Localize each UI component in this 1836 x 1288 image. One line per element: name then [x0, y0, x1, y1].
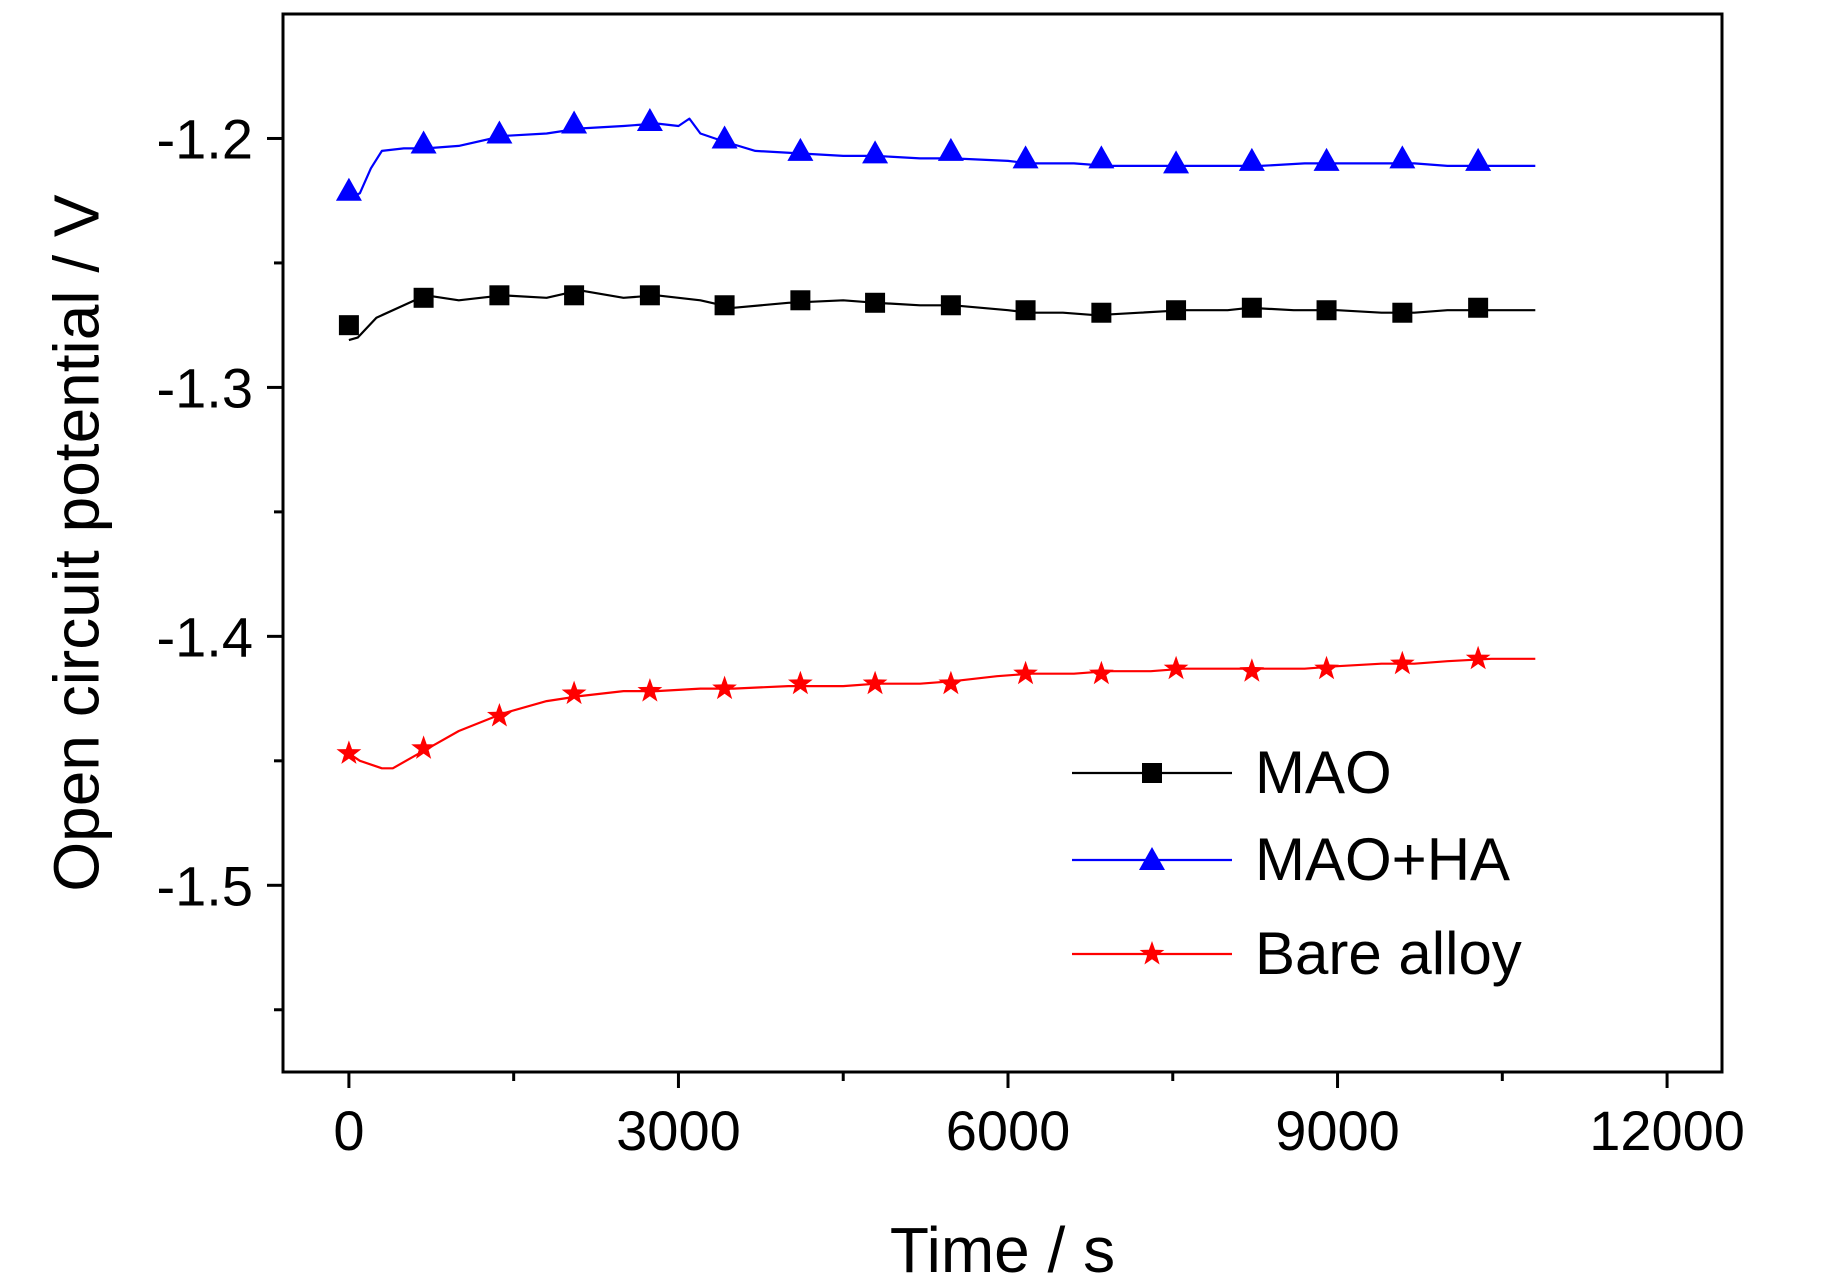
data-point — [1088, 145, 1115, 169]
data-point — [1013, 660, 1038, 685]
x-axis-title: Time / s — [890, 1214, 1115, 1286]
data-point — [1465, 147, 1492, 171]
data-point — [1241, 297, 1262, 318]
data-point — [1239, 658, 1265, 682]
y-tick-label: -1.5 — [157, 854, 254, 917]
data-point — [1015, 300, 1036, 321]
data-point — [1163, 150, 1190, 174]
plot-area — [335, 108, 1536, 770]
data-point — [862, 670, 888, 695]
legend: MAO MAO+HA Bare alloy — [1072, 739, 1522, 987]
data-point — [1091, 302, 1112, 323]
data-point — [711, 125, 738, 149]
legend-marker — [1139, 941, 1165, 965]
data-point — [410, 130, 437, 154]
data-point — [940, 295, 961, 316]
data-point — [413, 287, 434, 308]
data-point — [788, 670, 813, 695]
series-mao-ha — [335, 108, 1536, 201]
data-point — [1089, 660, 1114, 685]
data-point — [636, 108, 663, 132]
data-point — [1465, 645, 1491, 670]
data-point — [1238, 147, 1265, 171]
data-point — [1012, 145, 1039, 169]
data-point — [865, 292, 886, 313]
y-tick-label: -1.2 — [157, 107, 254, 170]
legend-item: MAO — [1072, 739, 1392, 806]
legend-label: MAO+HA — [1255, 826, 1510, 893]
data-point — [335, 177, 362, 201]
data-point — [489, 285, 510, 306]
data-point — [1390, 650, 1415, 675]
legend-marker — [1139, 847, 1165, 870]
data-point — [1392, 302, 1413, 323]
data-point — [938, 670, 964, 695]
axes: 0 3000 6000 9000 12000 -1.2 -1.3 -1.4 -1.5 — [157, 107, 1745, 1162]
data-point — [790, 290, 811, 311]
series-line — [348, 117, 1536, 200]
data-point — [1389, 145, 1416, 169]
x-tick-label: 9000 — [1275, 1099, 1400, 1162]
data-point — [637, 678, 663, 702]
data-point — [561, 110, 588, 134]
data-point — [639, 285, 660, 306]
legend-item: Bare alloy — [1072, 920, 1522, 987]
data-point — [411, 735, 436, 759]
data-point — [862, 140, 889, 164]
legend-item: MAO+HA — [1072, 826, 1510, 893]
data-point — [1468, 297, 1489, 318]
x-tick-label: 6000 — [946, 1099, 1071, 1162]
data-point — [1313, 147, 1340, 171]
data-point — [1316, 300, 1337, 321]
data-point — [937, 137, 964, 161]
data-point — [714, 295, 735, 316]
data-point — [487, 703, 512, 727]
data-point — [486, 120, 513, 144]
x-tick-label: 12000 — [1589, 1099, 1745, 1162]
x-tick-label: 3000 — [616, 1099, 741, 1162]
data-point — [338, 315, 359, 336]
data-point — [336, 740, 362, 764]
plot-frame — [281, 12, 1724, 1074]
y-axis-title: Open circuit potential / V — [40, 194, 112, 892]
legend-marker — [1142, 763, 1162, 783]
y-tick-label: -1.4 — [157, 605, 254, 668]
legend-label: MAO — [1255, 739, 1392, 806]
data-point — [1163, 655, 1189, 680]
legend-label: Bare alloy — [1255, 920, 1522, 987]
series-mao — [338, 285, 1536, 342]
y-tick-label: -1.3 — [157, 356, 254, 419]
series-bare-alloy — [336, 645, 1536, 770]
data-point — [561, 680, 587, 705]
data-point — [564, 285, 585, 306]
data-point — [712, 675, 737, 700]
data-point — [1314, 655, 1339, 680]
x-tick-label: 0 — [333, 1099, 364, 1162]
data-point — [787, 137, 814, 161]
data-point — [1166, 300, 1187, 321]
